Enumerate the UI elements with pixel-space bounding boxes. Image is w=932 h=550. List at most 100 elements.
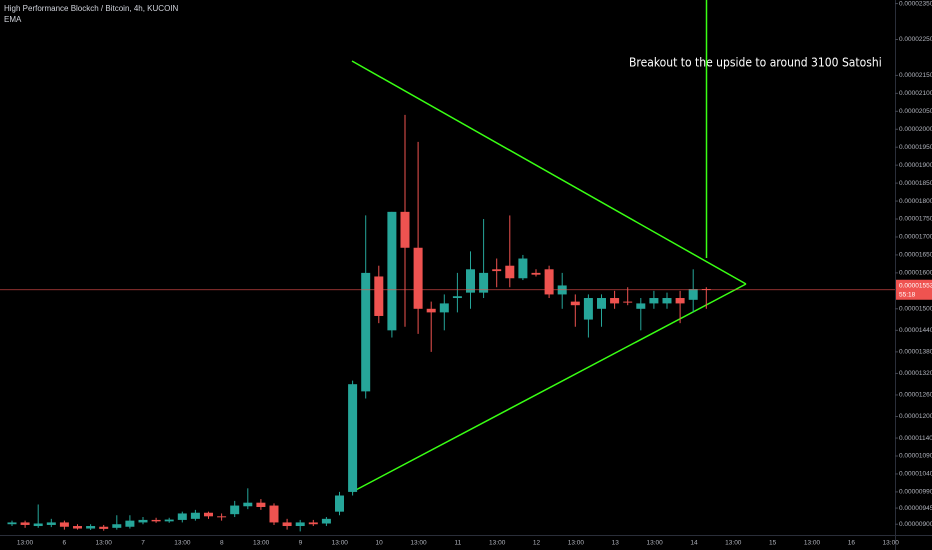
x-tick-label: 13:00 xyxy=(332,540,349,547)
candle-body xyxy=(570,301,580,306)
candle-body xyxy=(610,298,620,304)
candle-body xyxy=(46,522,56,525)
x-tick-label: 13:00 xyxy=(489,540,506,547)
candle-body xyxy=(204,512,213,517)
y-tick-label: 0.00001040 xyxy=(899,471,932,478)
y-tick-label: 0.00001650 xyxy=(899,252,932,259)
x-tick-label: 8 xyxy=(220,540,224,547)
annotation: Breakout to the upside to around 3100 Sa… xyxy=(629,56,882,70)
candle-body xyxy=(623,301,633,303)
candle-body xyxy=(164,519,174,522)
candle-body xyxy=(439,303,449,313)
candle-body xyxy=(544,269,554,295)
candle-body xyxy=(321,518,331,524)
x-tick-label: 12 xyxy=(533,540,541,547)
candle-body xyxy=(151,519,161,522)
y-tick-label: 0.00000990 xyxy=(899,489,932,496)
y-tick-label: 0.00001260 xyxy=(899,392,932,399)
candle-body xyxy=(86,526,96,529)
x-tick-label: 9 xyxy=(299,540,303,547)
candle-body xyxy=(59,522,69,527)
x-tick-label: 13:00 xyxy=(568,540,585,547)
candle-body xyxy=(99,526,109,529)
candle-body xyxy=(256,502,266,507)
x-tick-label: 13:00 xyxy=(96,540,113,547)
y-tick-label: 0.00001200 xyxy=(899,413,932,420)
candle-body xyxy=(138,519,148,523)
candle-body xyxy=(308,522,318,525)
candle-body xyxy=(583,298,593,320)
candle-body xyxy=(269,505,279,523)
countdown-label: 55:18 xyxy=(899,291,916,298)
candle-body xyxy=(295,522,305,527)
candle-body xyxy=(361,272,371,392)
x-tick-label: 13:00 xyxy=(410,540,427,547)
candle-body xyxy=(662,298,672,304)
x-tick-label: 7 xyxy=(141,540,145,547)
candle-body xyxy=(597,298,606,309)
candle-body xyxy=(282,522,292,527)
candle-body xyxy=(636,303,646,309)
candle-body xyxy=(675,298,685,304)
x-tick-label: 14 xyxy=(690,540,698,547)
trend-line-upper xyxy=(351,60,747,285)
last-price-label: 0.00001553 xyxy=(899,282,932,289)
y-tick-label: 0.00001090 xyxy=(899,453,932,460)
candle-body xyxy=(387,211,397,331)
candle-body xyxy=(348,384,358,492)
candle-body xyxy=(335,495,344,512)
x-tick-label: 13:00 xyxy=(725,540,742,547)
candle-body xyxy=(426,308,436,313)
candle-body xyxy=(125,520,135,527)
candle-body xyxy=(73,526,82,529)
candle-body xyxy=(492,269,502,272)
y-tick-label: 0.00001320 xyxy=(899,370,932,377)
x-tick-label: 13:00 xyxy=(253,540,270,547)
y-tick-label: 0.00001900 xyxy=(899,162,932,169)
y-tick-label: 0.00000900 xyxy=(899,521,932,528)
y-tick-label: 0.00001800 xyxy=(899,198,932,205)
y-tick-label: 0.00001600 xyxy=(899,270,932,277)
y-tick-label: 0.00001380 xyxy=(899,349,932,356)
x-tick-label: 10 xyxy=(376,540,384,547)
candle-body xyxy=(479,272,489,293)
candle-body xyxy=(505,265,515,279)
candle-body xyxy=(20,522,30,525)
last-price-badge xyxy=(896,279,932,300)
x-tick-label: 16 xyxy=(848,540,856,547)
y-tick-label: 0.00002250 xyxy=(899,36,932,43)
candle-body xyxy=(518,258,528,279)
x-tick-label: 13:00 xyxy=(646,540,663,547)
y-tick-label: 0.00001750 xyxy=(899,216,932,223)
y-tick-label: 0.00001140 xyxy=(899,435,932,442)
x-tick-label: 6 xyxy=(63,540,67,547)
candle-body xyxy=(33,523,43,527)
y-tick-label: 0.00001950 xyxy=(899,144,932,151)
candle-body xyxy=(7,522,17,525)
candle-body xyxy=(688,289,698,300)
candle-body xyxy=(230,505,240,515)
y-tick-label: 0.00002150 xyxy=(899,72,932,79)
candle-body xyxy=(374,276,384,316)
x-tick-label: 15 xyxy=(769,540,777,547)
y-tick-label: 0.00001700 xyxy=(899,234,932,241)
x-tick-label: 11 xyxy=(454,540,461,547)
candle-body xyxy=(177,513,187,520)
x-tick-label: 13:00 xyxy=(804,540,821,547)
y-tick-label: 0.00001850 xyxy=(899,180,932,187)
candle-body xyxy=(400,211,410,248)
candle-body xyxy=(413,247,423,309)
candle-body xyxy=(531,272,541,275)
candle-body xyxy=(217,516,227,518)
y-tick-label: 0.00002350 xyxy=(899,0,932,7)
candle-body xyxy=(466,269,475,293)
candle-body xyxy=(649,298,659,304)
candle-body xyxy=(243,502,253,507)
candle-body xyxy=(452,296,462,299)
y-tick-label: 0.00001500 xyxy=(899,306,932,313)
x-tick-label: 13 xyxy=(612,540,620,547)
chart-title: High Performance Blockch / Bitcoin, 4h, … xyxy=(4,4,179,13)
y-tick-label: 0.00002050 xyxy=(899,108,932,115)
